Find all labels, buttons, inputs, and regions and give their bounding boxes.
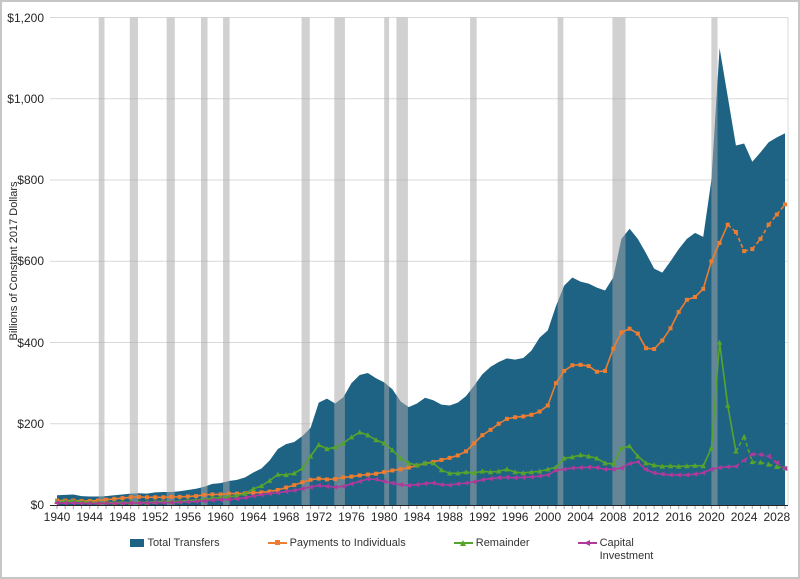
x-tick-label: 1972: [305, 510, 333, 524]
y-tick-label: $1,000: [7, 91, 44, 106]
legend-label: Remainder: [475, 537, 530, 549]
x-tick-label: 2028: [763, 510, 791, 524]
line-square-marker-icon: [267, 537, 287, 548]
legend-label: Total Transfers: [147, 537, 220, 549]
x-tick-label: 2024: [730, 510, 758, 524]
legend-item-total-transfers: Total Transfers: [130, 537, 220, 550]
y-tick-label: $600: [17, 254, 44, 269]
legend-item-payments-to-individuals: Payments to Individuals: [267, 537, 406, 550]
legend-label: Payments to Individuals: [289, 537, 406, 549]
x-tick-label: 2020: [698, 510, 725, 524]
y-tick-label: $200: [17, 416, 44, 431]
x-tick-label: 1952: [141, 510, 169, 524]
x-tick-label: 2008: [599, 510, 627, 524]
x-tick-label: 2004: [567, 510, 594, 524]
legend-item-capital-investment: Capital Investment: [577, 537, 670, 563]
x-tick-label: 2000: [534, 510, 562, 524]
x-tick-label: 1940: [43, 510, 71, 524]
x-tick-label: 1996: [501, 510, 529, 524]
legend-label: Capital Investment: [599, 537, 654, 562]
line-arrow-marker-icon: [577, 537, 597, 548]
area-swatch-icon: [130, 539, 145, 547]
y-tick-label: $800: [17, 173, 44, 187]
x-tick-label: 1976: [338, 510, 365, 524]
chart-legend: Total Transfers Payments to Individuals …: [0, 537, 800, 563]
y-tick-label: $1,200: [7, 10, 44, 25]
x-tick-label: 1980: [370, 510, 398, 524]
line-triangle-marker-icon: [453, 537, 473, 548]
x-tick-label: 1964: [239, 510, 267, 524]
y-tick-label: $0: [30, 498, 44, 512]
legend-item-remainder: Remainder: [453, 537, 530, 550]
y-tick-label: $400: [17, 335, 44, 350]
x-tick-label: 1988: [436, 510, 463, 524]
x-tick-label: 1968: [272, 510, 300, 524]
x-tick-label: 1944: [76, 510, 104, 524]
x-tick-label: 1948: [109, 510, 136, 524]
x-tick-label: 2016: [665, 510, 693, 524]
x-tick-label: 1984: [403, 510, 431, 524]
x-tick-label: 1960: [207, 510, 234, 524]
x-tick-label: 1992: [469, 510, 496, 524]
x-tick-label: 1956: [174, 510, 202, 524]
x-tick-label: 2012: [632, 510, 660, 524]
